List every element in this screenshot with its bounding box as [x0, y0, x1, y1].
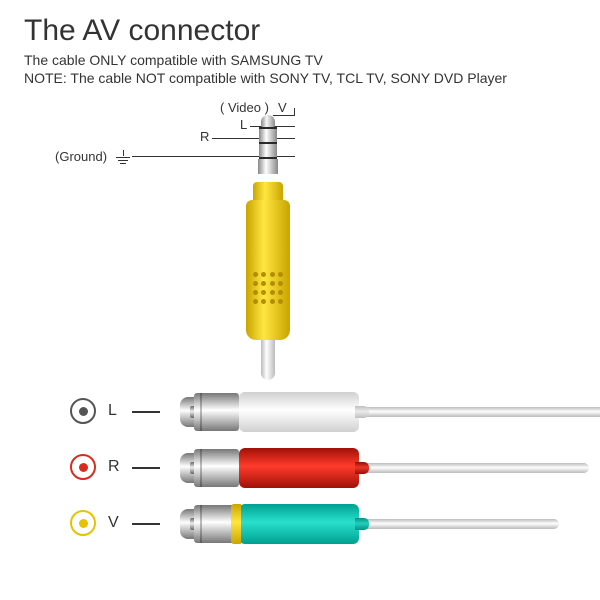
rca-label-v: V [108, 514, 119, 532]
rca-yellow-ring [231, 504, 241, 544]
rca-label-l: L [108, 402, 117, 420]
pin-label-v: V [278, 100, 287, 115]
rca-tip [180, 453, 194, 483]
rca-connector-l [180, 392, 600, 432]
jack-body [246, 182, 290, 380]
rca-icon-r [70, 454, 96, 480]
pin-label-ground: (Ground) [55, 149, 107, 164]
rca-barrel [194, 449, 239, 487]
pin-label-r: R [200, 129, 209, 144]
pin-drop-v [294, 108, 295, 115]
trrs-tip [258, 115, 278, 174]
rca-dash [132, 523, 160, 525]
rca-mold [239, 448, 359, 488]
rca-tip [180, 509, 194, 539]
rca-mold [239, 392, 359, 432]
rca-mold [239, 504, 359, 544]
pin-label-video: ( Video ) [220, 100, 269, 115]
rca-barrel [194, 393, 239, 431]
rca-connector-r [180, 448, 589, 488]
ground-icon [116, 150, 130, 164]
rca-tip [180, 397, 194, 427]
rca-cable [359, 407, 600, 417]
subtitle-line-1: The cable ONLY compatible with SAMSUNG T… [24, 52, 323, 68]
rca-icon-l [70, 398, 96, 424]
jack-grip [246, 272, 290, 308]
pin-line-r [212, 138, 295, 139]
subtitle-line-2: NOTE: The cable NOT compatible with SONY… [24, 70, 507, 86]
rca-cable [359, 463, 589, 473]
rca-connector-v [180, 504, 559, 544]
rca-cable [359, 519, 559, 529]
rca-dash [132, 467, 160, 469]
rca-dash [132, 411, 160, 413]
pin-label-l: L [240, 117, 247, 132]
rca-icon-v [70, 510, 96, 536]
rca-label-r: R [108, 458, 120, 476]
page-title: The AV connector [24, 14, 260, 48]
